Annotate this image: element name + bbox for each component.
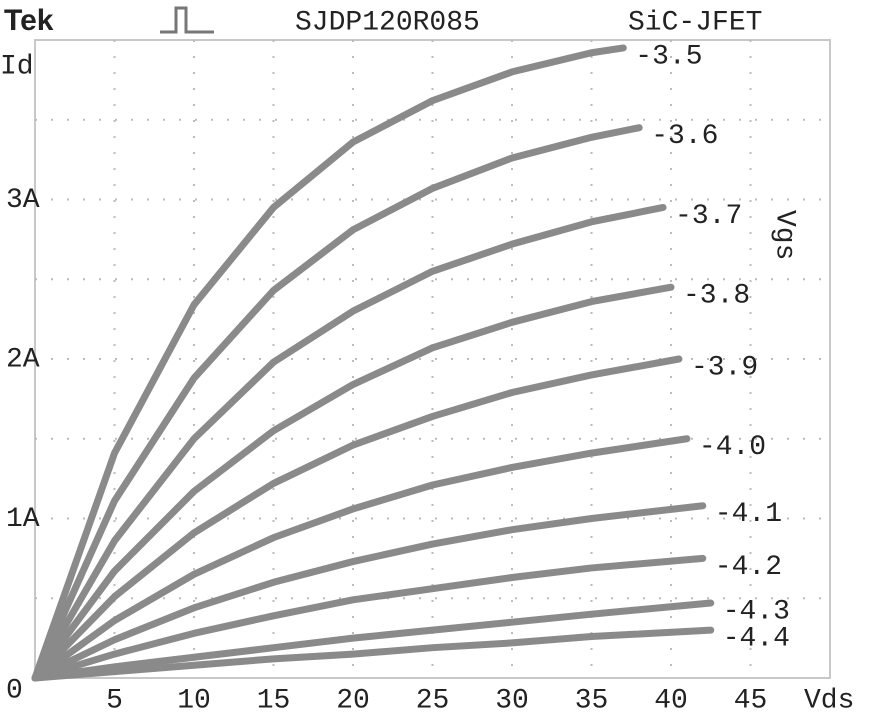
curve-label: -4.1 xyxy=(715,499,782,530)
curve-label: -3.7 xyxy=(675,201,742,232)
technology: SiC-JFET xyxy=(628,7,762,38)
curve-label: -4.0 xyxy=(699,432,766,463)
x-tick-label: 35 xyxy=(575,685,609,716)
brand: Tek xyxy=(4,4,54,37)
series-axis-label: Vgs xyxy=(769,210,800,260)
y-tick-label: 1A xyxy=(6,504,40,535)
curve-label: -4.2 xyxy=(715,552,782,583)
curve xyxy=(31,203,667,682)
x-tick-label: 15 xyxy=(257,685,291,716)
x-tick-label: 20 xyxy=(336,685,370,716)
device-name: SJDP120R085 xyxy=(295,7,480,38)
y-tick-label: 2A xyxy=(6,344,40,375)
curve-label: -3.5 xyxy=(635,41,702,72)
curve xyxy=(31,124,643,682)
curve-label: -3.6 xyxy=(651,121,718,152)
x-tick-label: 40 xyxy=(654,685,688,716)
curve-label: -4.4 xyxy=(723,624,790,655)
curve xyxy=(31,599,715,682)
curve xyxy=(31,554,707,682)
y-axis-label: Id xyxy=(0,51,34,82)
curve xyxy=(31,355,683,682)
x-tick-label: 30 xyxy=(495,685,529,716)
curve-label: -3.9 xyxy=(691,352,758,383)
curve xyxy=(31,502,707,682)
pulse-icon xyxy=(160,6,214,34)
x-tick-label: 45 xyxy=(734,685,768,716)
x-axis-label: Vds xyxy=(804,685,854,716)
curve xyxy=(31,435,691,682)
y-tick-label: 3A xyxy=(6,185,40,216)
x-tick-label: 25 xyxy=(416,685,450,716)
curve-label: -3.8 xyxy=(683,281,750,312)
curve-label: -4.3 xyxy=(723,596,790,627)
x-tick-label: 10 xyxy=(177,685,211,716)
x-tick-label: 5 xyxy=(106,685,123,716)
curve xyxy=(31,626,715,682)
curve xyxy=(31,44,627,682)
y-tick-label: 0 xyxy=(6,675,23,706)
curve xyxy=(31,283,675,682)
